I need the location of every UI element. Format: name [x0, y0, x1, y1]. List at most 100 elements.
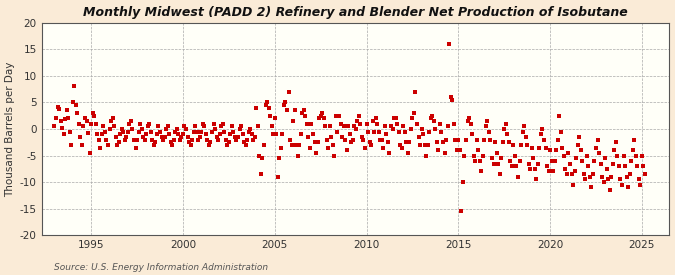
Point — [156, 135, 167, 139]
Point — [337, 135, 348, 139]
Point — [237, 132, 248, 136]
Point — [205, 140, 216, 144]
Point — [447, 97, 458, 102]
Point — [396, 145, 407, 150]
Point — [303, 135, 314, 139]
Point — [188, 129, 199, 134]
Point — [222, 143, 233, 147]
Point — [66, 143, 77, 147]
Point — [529, 167, 540, 171]
Point — [349, 124, 360, 128]
Point — [179, 124, 190, 128]
Point — [531, 177, 542, 182]
Point — [348, 137, 358, 142]
Point — [441, 137, 452, 142]
Point — [356, 135, 367, 139]
Point — [554, 113, 565, 118]
Point — [394, 129, 404, 134]
Point — [462, 119, 473, 123]
Point — [268, 132, 279, 136]
Point — [294, 143, 304, 147]
Point — [133, 129, 144, 134]
Point — [147, 137, 158, 142]
Point — [442, 124, 453, 128]
Point — [291, 143, 302, 147]
Point — [200, 132, 211, 136]
Point — [243, 129, 254, 134]
Point — [167, 143, 178, 147]
Point — [552, 137, 563, 142]
Point — [182, 135, 193, 139]
Point — [475, 159, 485, 163]
Point — [338, 124, 349, 128]
Point — [76, 143, 87, 147]
Point — [621, 175, 632, 179]
Point — [112, 143, 123, 147]
Point — [105, 119, 116, 123]
Point — [161, 127, 171, 131]
Point — [591, 145, 601, 150]
Point — [207, 129, 217, 134]
Point — [266, 124, 277, 128]
Point — [343, 124, 354, 128]
Point — [251, 105, 262, 110]
Point — [92, 132, 103, 136]
Point — [502, 132, 513, 136]
Point — [598, 180, 609, 184]
Point — [378, 145, 389, 150]
Point — [275, 145, 286, 150]
Point — [59, 117, 70, 122]
Point — [90, 121, 101, 126]
Point — [214, 132, 225, 136]
Point — [70, 103, 81, 107]
Point — [385, 124, 396, 128]
Point — [390, 116, 401, 120]
Point — [558, 153, 569, 158]
Point — [240, 143, 251, 147]
Point — [319, 116, 329, 120]
Point — [497, 140, 508, 144]
Point — [510, 153, 520, 158]
Point — [121, 135, 132, 139]
Point — [340, 137, 350, 142]
Point — [534, 145, 545, 150]
Point — [433, 148, 444, 152]
Point — [199, 124, 210, 128]
Point — [80, 116, 90, 120]
Point — [505, 159, 516, 163]
Point — [191, 129, 202, 134]
Point — [435, 121, 446, 126]
Point — [381, 132, 392, 136]
Point — [587, 172, 598, 176]
Point — [302, 121, 313, 126]
Point — [107, 116, 118, 120]
Point — [280, 100, 291, 104]
Point — [220, 137, 231, 142]
Point — [389, 116, 400, 120]
Point — [84, 151, 95, 155]
Point — [260, 103, 271, 107]
Point — [615, 177, 626, 182]
Point — [540, 145, 551, 150]
Point — [539, 137, 549, 142]
Point — [184, 140, 194, 144]
Point — [638, 164, 649, 168]
Point — [55, 119, 66, 123]
Point — [477, 153, 488, 158]
Point — [372, 121, 383, 126]
Point — [465, 121, 476, 126]
Point — [578, 172, 589, 176]
Point — [95, 145, 106, 150]
Point — [178, 132, 188, 136]
Point — [464, 116, 475, 120]
Point — [113, 140, 124, 144]
Point — [109, 124, 119, 128]
Point — [104, 127, 115, 131]
Point — [314, 116, 325, 120]
Point — [500, 121, 511, 126]
Point — [219, 129, 230, 134]
Point — [456, 209, 467, 214]
Point — [585, 175, 595, 179]
Point — [110, 135, 121, 139]
Point — [523, 161, 534, 166]
